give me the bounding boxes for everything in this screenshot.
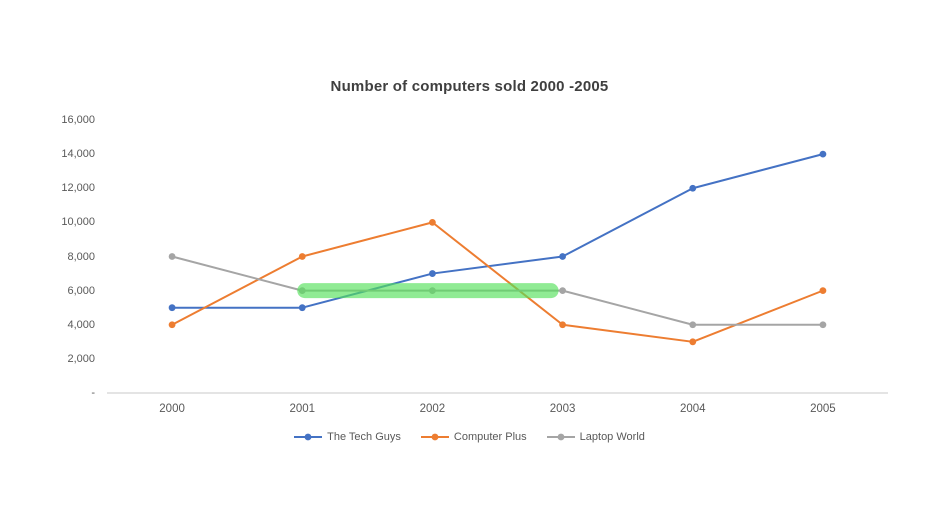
legend-label: The Tech Guys [327, 431, 401, 443]
data-point-computer-plus-2001 [298, 253, 306, 260]
x-axis-label: 2002 [419, 403, 446, 415]
series-line-computer-plus [171, 221, 824, 343]
data-point-the-tech-guys-2003 [559, 253, 566, 260]
data-point-laptop-world-2004 [689, 321, 697, 329]
data-point-the-tech-guys-2004 [689, 184, 697, 192]
data-point-the-tech-guys-2002 [429, 270, 436, 277]
data-point-computer-plus-2003 [559, 321, 566, 329]
data-point-laptop-world-2005 [819, 321, 827, 329]
data-point-computer-plus-2004 [689, 338, 697, 346]
data-point-computer-plus-2000 [168, 321, 176, 329]
highlight-annotation [297, 283, 559, 299]
legend-item-laptop-world: Laptop World [546, 431, 645, 443]
data-point-the-tech-guys-2000 [168, 304, 176, 312]
y-axis-tick-label: 4,000 [67, 318, 95, 331]
legend-item-the-tech-guys: The Tech Guys [294, 431, 401, 443]
data-point-computer-plus-2005 [819, 287, 827, 295]
legend-marker-icon [546, 433, 575, 441]
y-axis-tick-label: 16,000 [61, 114, 95, 126]
legend: The Tech Guys Computer Plus Laptop World [0, 431, 939, 443]
chart-title: Number of computers sold 2000 -2005 [330, 78, 609, 95]
data-point-laptop-world-2003 [559, 287, 566, 295]
x-axis-label: 2000 [159, 403, 185, 415]
legend-item-computer-plus: Computer Plus [420, 431, 527, 443]
data-point-computer-plus-2002 [429, 218, 436, 226]
legend-label: Laptop World [579, 431, 645, 443]
legend-marker-icon [294, 433, 323, 441]
x-axis-label: 2001 [289, 403, 316, 415]
x-axis-label: 2005 [810, 403, 836, 415]
y-axis-tick-label: 12,000 [61, 182, 95, 195]
legend-marker-icon [420, 433, 449, 441]
y-axis-tick-label: 8,000 [67, 250, 95, 263]
y-axis-tick-label: 10,000 [61, 216, 95, 229]
legend-label: Computer Plus [453, 431, 527, 443]
data-point-laptop-world-2000 [168, 253, 176, 260]
y-axis-tick-label: 14,000 [61, 148, 95, 161]
data-point-the-tech-guys-2001 [298, 304, 306, 312]
y-axis-tick-label: 2,000 [67, 352, 95, 365]
y-axis-tick-label: 6,000 [67, 284, 95, 297]
data-point-the-tech-guys-2005 [819, 150, 827, 158]
y-axis-tick-label: - [91, 387, 95, 399]
x-axis-label: 2004 [679, 403, 706, 415]
series-line-the-tech-guys [171, 153, 824, 309]
x-axis-label: 2003 [549, 403, 576, 415]
